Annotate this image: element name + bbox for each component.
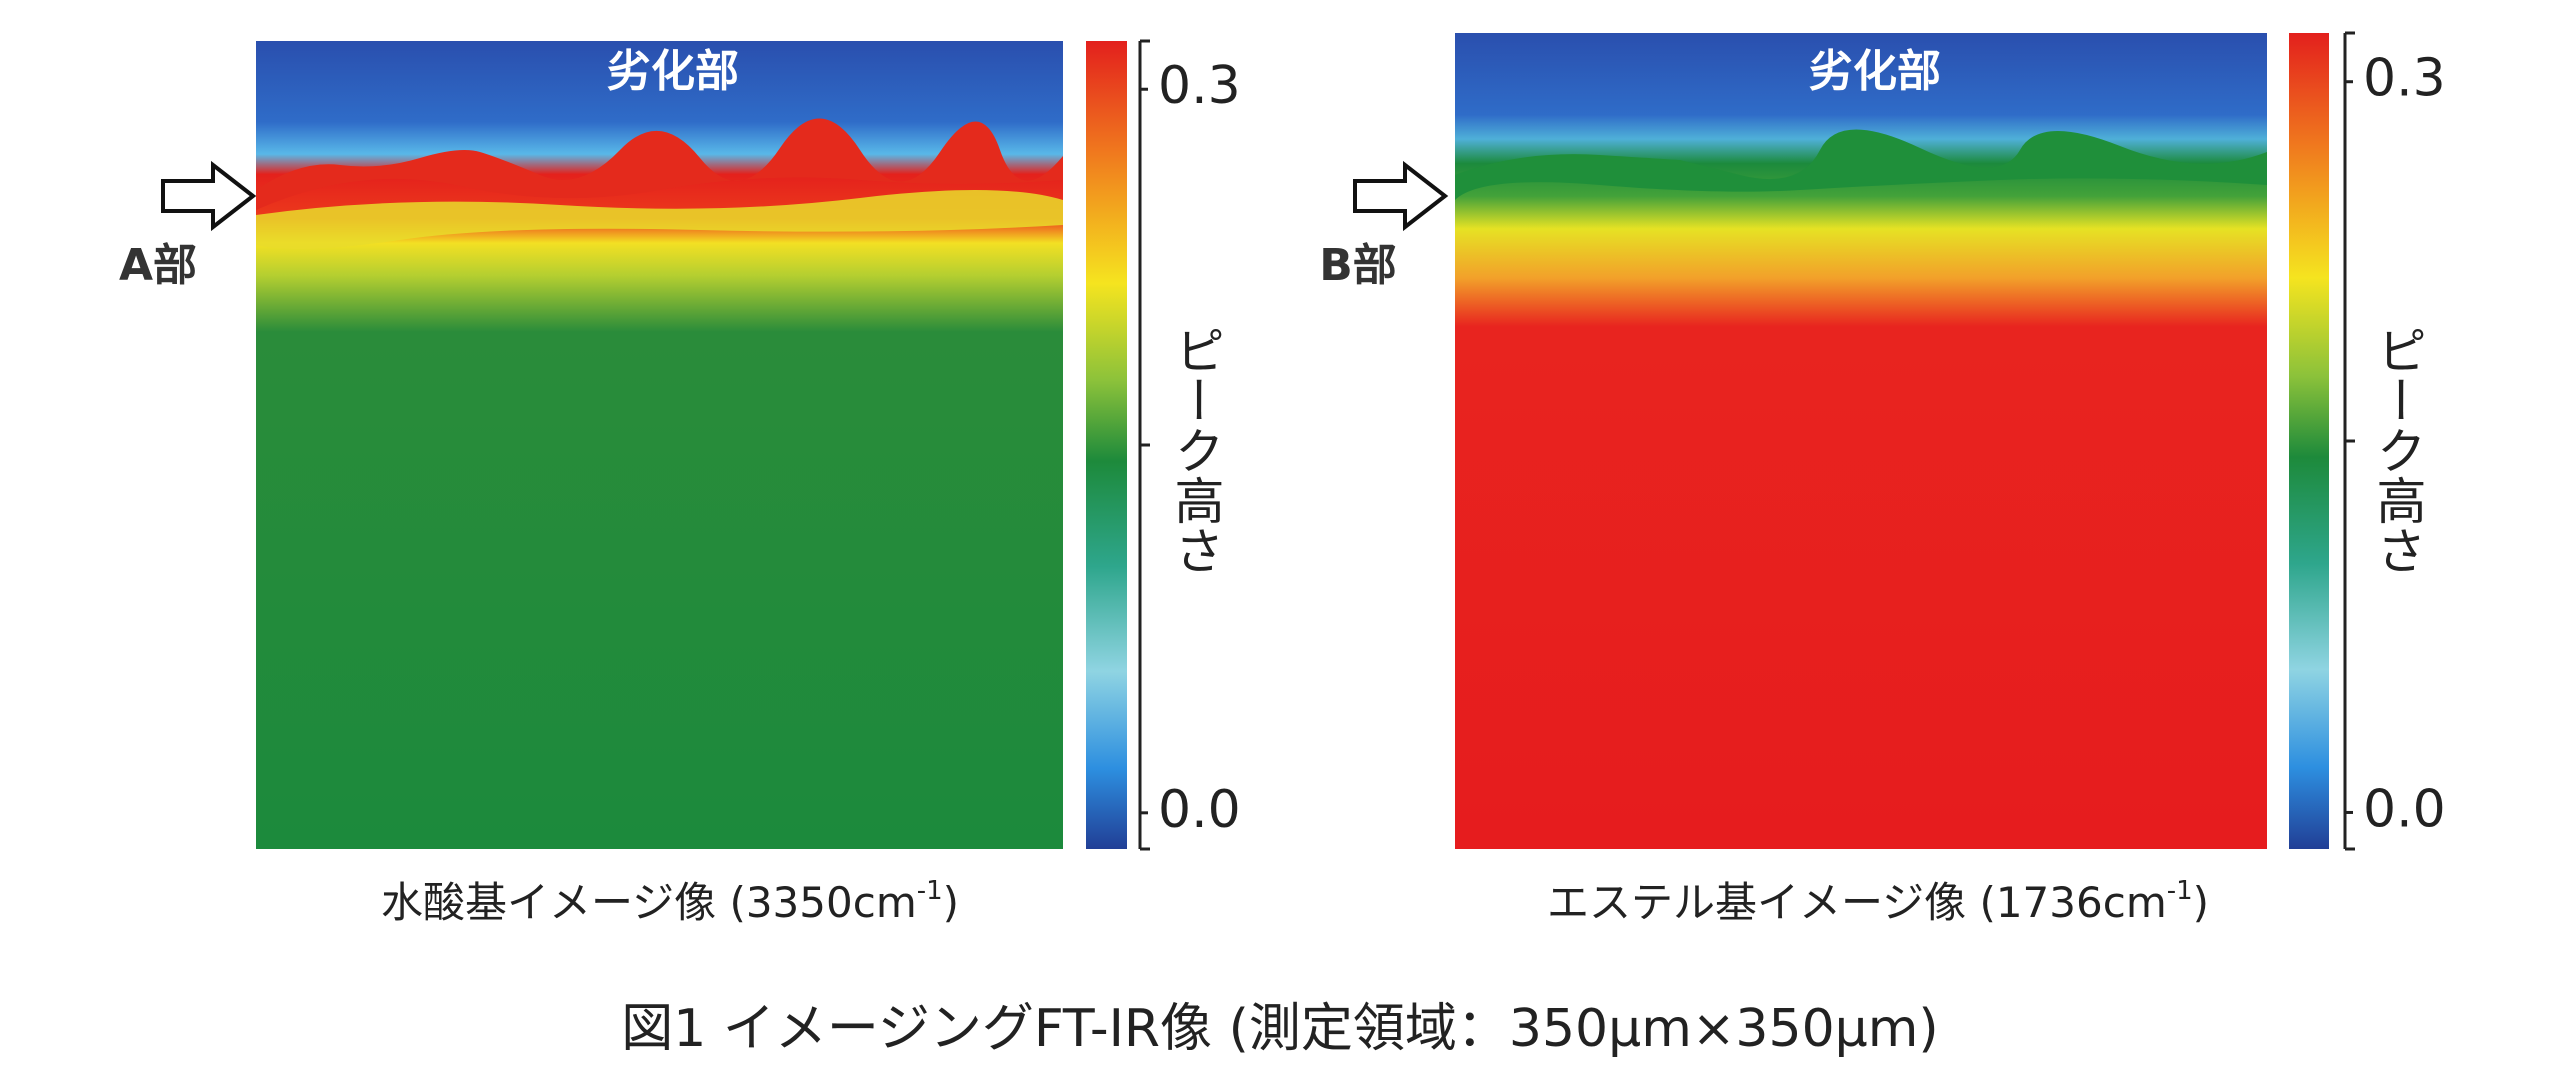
caption-text: ) [943, 878, 959, 927]
heatmap-band [1455, 129, 2267, 200]
colorbar-label: ピーク高さ [2369, 325, 2427, 575]
caption-text: 水酸基イメージ像 (3350cm [381, 878, 917, 927]
marker-label: A部 [119, 240, 197, 291]
arrow [1353, 160, 1449, 232]
colorbar-axis [1138, 39, 1150, 851]
panel-caption: 水酸基イメージ像 (3350cm-1) [381, 876, 959, 927]
heatmap-band [256, 118, 1063, 210]
tick-label: 0.3 [2363, 49, 2446, 109]
caption-text: エステル基イメージ像 (1736cm [1547, 878, 2167, 927]
region-label: 劣化部 [607, 46, 739, 97]
tick-label: 0.0 [2363, 779, 2446, 839]
caption-sup: -1 [917, 876, 943, 906]
colorbar [2289, 33, 2329, 849]
figure-caption: 図1 イメージングFT-IR像 (測定領域：350μm×350μm) [621, 999, 1938, 1059]
panel-caption: エステル基イメージ像 (1736cm-1) [1547, 876, 2209, 927]
caption-sup: -1 [2167, 876, 2193, 906]
arrow [161, 160, 257, 232]
heatmap-band [256, 189, 1063, 249]
tick-label: 0.3 [1158, 56, 1241, 116]
tick-label: 0.0 [1158, 780, 1241, 840]
marker-label: B部 [1319, 240, 1397, 291]
colorbar-axis [2343, 31, 2355, 851]
colorbar-label: ピーク高さ [1167, 325, 1225, 575]
caption-text: ) [2193, 878, 2209, 927]
colorbar [1086, 41, 1127, 849]
region-label: 劣化部 [1809, 46, 1941, 97]
